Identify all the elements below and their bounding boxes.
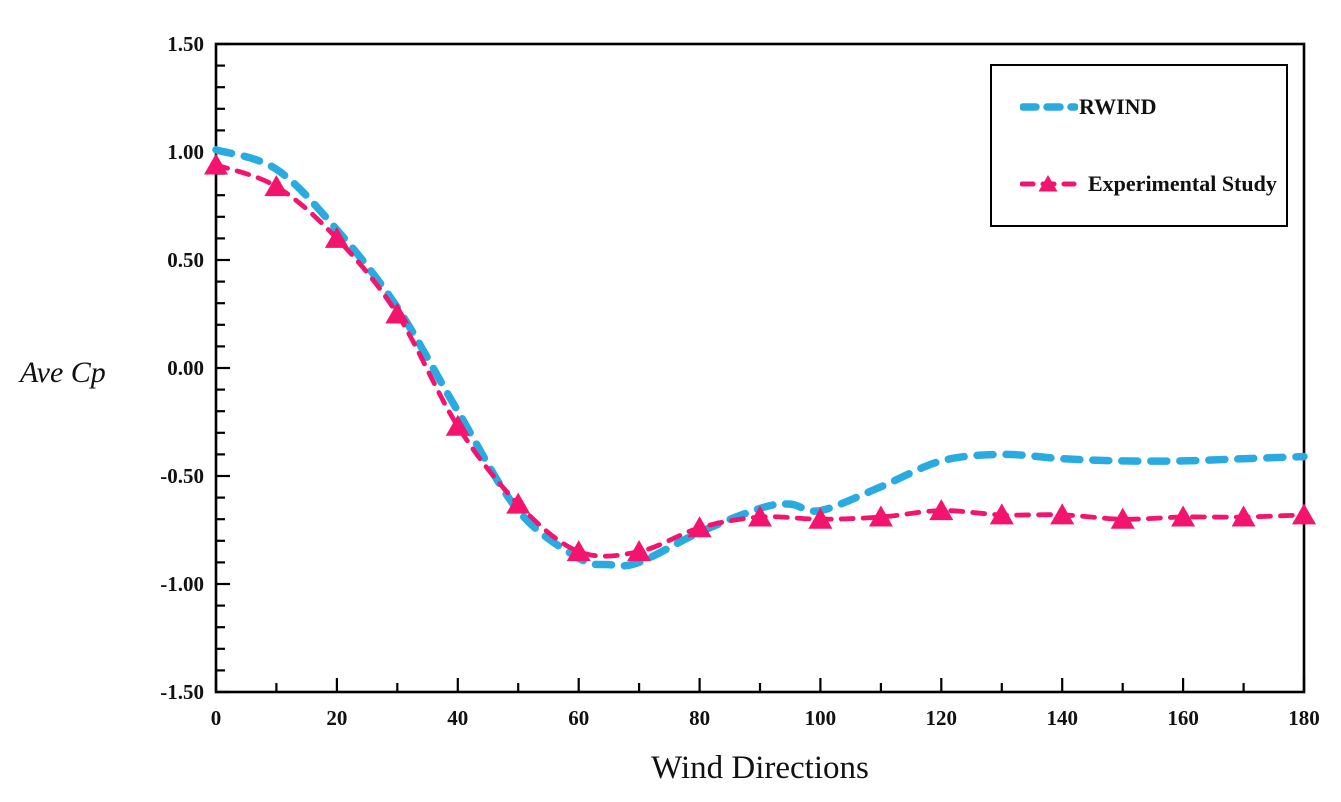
- y-axis-title: Ave Cp: [20, 356, 106, 389]
- legend-label-rwind: RWIND: [1079, 93, 1157, 119]
- svg-text:60: 60: [568, 706, 589, 730]
- svg-text:100: 100: [805, 706, 837, 730]
- series-line-experimental: [213, 162, 1307, 559]
- svg-text:140: 140: [1046, 706, 1078, 730]
- y-axis-ticks: [216, 42, 230, 694]
- legend-label-experimental: Experimental Study: [1088, 171, 1277, 197]
- svg-text:20: 20: [326, 706, 347, 730]
- svg-text:0.00: 0.00: [167, 356, 204, 380]
- svg-text:120: 120: [926, 706, 958, 730]
- svg-text:40: 40: [447, 706, 468, 730]
- svg-text:80: 80: [689, 706, 710, 730]
- legend-item-experimental: Experimental Study: [992, 171, 1286, 197]
- y-axis-tick-labels: 1.50 1.00 0.50 0.00 -0.50 -1.00 -1.50: [160, 32, 204, 704]
- legend-line-sample-experimental: [1020, 175, 1077, 192]
- svg-text:-0.50: -0.50: [160, 464, 204, 488]
- legend-item-rwind: RWIND: [992, 94, 1286, 120]
- x-axis-title: Wind Directions: [651, 750, 869, 786]
- svg-text:-1.50: -1.50: [160, 680, 204, 704]
- legend: RWIND Experimental Study: [990, 64, 1288, 227]
- svg-text:0.50: 0.50: [167, 248, 204, 272]
- x-axis-tick-labels: 0 20 40 60 80 100 120 140 160 180: [211, 706, 1320, 730]
- svg-text:0: 0: [211, 706, 222, 730]
- series-markers-experimental: [204, 153, 1316, 562]
- legend-line-sample-rwind: [1020, 103, 1078, 111]
- svg-text:1.00: 1.00: [167, 140, 204, 164]
- svg-text:180: 180: [1288, 706, 1320, 730]
- svg-text:-1.00: -1.00: [160, 572, 204, 596]
- x-axis-ticks: [214, 678, 1306, 692]
- svg-text:1.50: 1.50: [167, 32, 204, 56]
- svg-text:160: 160: [1167, 706, 1199, 730]
